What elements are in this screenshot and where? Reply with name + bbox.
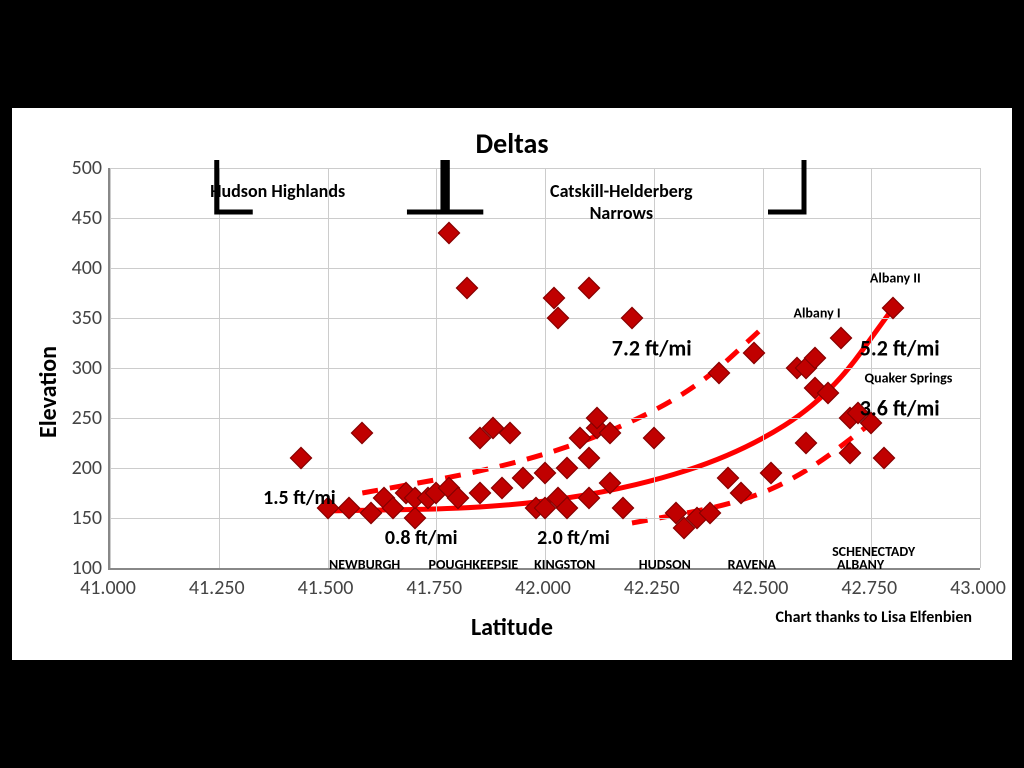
data-marker <box>490 477 513 500</box>
x-tick: 41.500 <box>298 576 354 600</box>
y-tick: 450 <box>60 206 102 230</box>
data-marker <box>577 447 600 470</box>
slide-panel: Deltas Elevation Latitude Chart thanks t… <box>12 108 1012 660</box>
city-label: HUDSON <box>639 556 691 573</box>
y-tick: 400 <box>60 256 102 280</box>
x-tick: 41.750 <box>406 576 462 600</box>
credit-text: Chart thanks to Lisa Elfenbien <box>776 608 972 627</box>
y-tick: 500 <box>60 156 102 180</box>
y-tick: 350 <box>60 306 102 330</box>
gradient-label: 7.2 ft/mi <box>612 335 692 362</box>
data-marker <box>642 427 665 450</box>
data-marker <box>351 422 374 445</box>
x-tick: 42.000 <box>515 576 571 600</box>
data-marker <box>555 457 578 480</box>
grid-h <box>110 218 980 219</box>
data-marker <box>621 307 644 330</box>
city-label: RAVENA <box>728 556 776 573</box>
grid-v <box>980 168 981 568</box>
data-marker <box>829 327 852 350</box>
y-tick: 250 <box>60 406 102 430</box>
y-axis-label: Elevation <box>34 346 63 438</box>
point-label: Quaker Springs <box>864 370 952 387</box>
x-tick: 42.500 <box>733 576 789 600</box>
data-marker <box>795 432 818 455</box>
plot-area <box>108 168 980 570</box>
data-marker <box>438 222 461 245</box>
x-tick: 41.250 <box>189 576 245 600</box>
point-label: Albany I <box>793 305 840 322</box>
region-label: Catskill-Helderberg Narrows <box>550 180 692 224</box>
data-marker <box>338 497 361 520</box>
y-tick: 300 <box>60 356 102 380</box>
data-marker <box>612 497 635 520</box>
data-marker <box>290 447 313 470</box>
data-marker <box>729 482 752 505</box>
city-label: KINGSTON <box>534 556 595 573</box>
x-tick: 42.750 <box>841 576 897 600</box>
data-marker <box>577 487 600 510</box>
data-marker <box>599 472 622 495</box>
grid-h <box>110 368 980 369</box>
chart-title: Deltas <box>12 126 1012 161</box>
gradient-label: 2.0 ft/mi <box>537 526 610 550</box>
y-tick: 200 <box>60 456 102 480</box>
data-marker <box>882 297 905 320</box>
grid-h <box>110 168 980 169</box>
x-tick: 43.000 <box>950 576 1006 600</box>
data-marker <box>468 482 491 505</box>
gradient-label: 0.8 ft/mi <box>385 526 458 550</box>
data-marker <box>873 447 896 470</box>
data-marker <box>455 277 478 300</box>
data-marker <box>838 442 861 465</box>
gradient-label: 5.2 ft/mi <box>860 335 940 362</box>
data-marker <box>547 307 570 330</box>
x-tick: 42.250 <box>624 576 680 600</box>
y-tick: 150 <box>60 506 102 530</box>
grid-h <box>110 318 980 319</box>
point-label: Albany II <box>870 270 921 287</box>
data-marker <box>708 362 731 385</box>
city-label: NEWBURGH <box>329 556 400 573</box>
gradient-label: 1.5 ft/mi <box>263 486 336 510</box>
gradient-label: 3.6 ft/mi <box>860 395 940 422</box>
data-marker <box>534 462 557 485</box>
data-marker <box>512 467 535 490</box>
city-label: POUGHKEEPSIE <box>429 556 519 573</box>
y-tick: 100 <box>60 556 102 580</box>
region-label: Hudson Highlands <box>210 180 345 202</box>
city-label: SCHENECTADY <box>832 543 915 560</box>
grid-h <box>110 268 980 269</box>
data-marker <box>577 277 600 300</box>
